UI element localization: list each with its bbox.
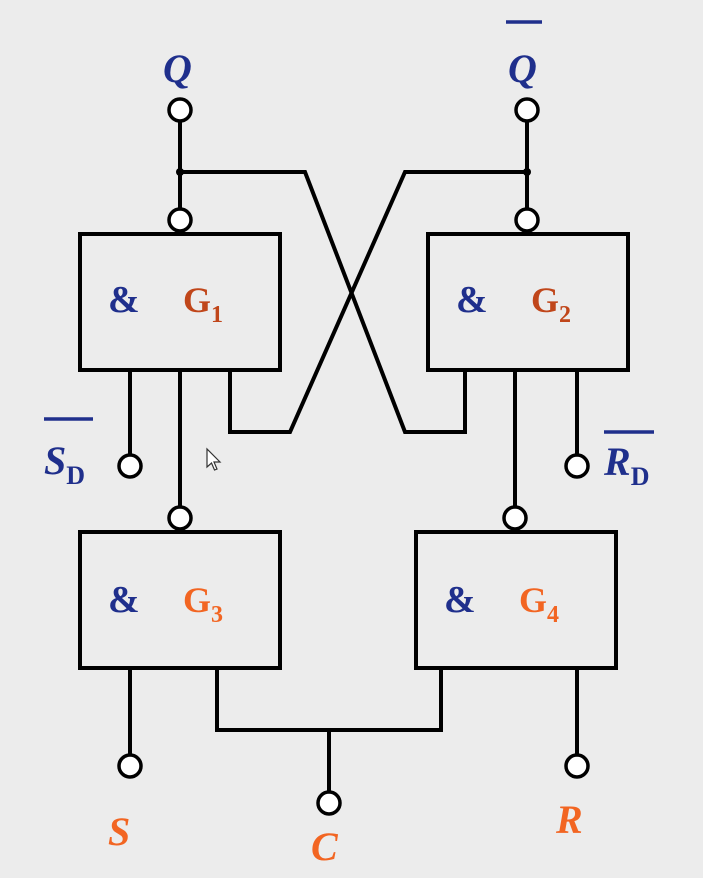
- gate-g1: & G1: [78, 232, 282, 372]
- label-c: C: [311, 824, 339, 869]
- mouse-cursor-icon: [206, 447, 222, 471]
- label-qbar: Q: [508, 46, 537, 91]
- gate-g2: & G2: [426, 232, 630, 372]
- gate-g3-label: G3: [183, 580, 223, 628]
- gate-g1-symbol: &: [108, 279, 140, 321]
- gate-g4: & G4: [414, 530, 618, 670]
- gate-g3-symbol: &: [108, 579, 140, 621]
- terminal-rd: [564, 453, 590, 479]
- wire-clock-bus: [215, 668, 443, 732]
- label-q: Q: [163, 46, 192, 91]
- gate-g2-symbol: &: [456, 279, 488, 321]
- terminal-qbar: [514, 97, 540, 123]
- junction-q: [176, 168, 184, 176]
- terminal-q: [167, 97, 193, 123]
- g3-output-bubble: [167, 505, 193, 531]
- terminal-s: [117, 753, 143, 779]
- label-sd: SD: [44, 438, 85, 490]
- junction-qbar: [523, 168, 531, 176]
- label-s: S: [108, 809, 130, 854]
- terminal-c: [316, 790, 342, 816]
- g2-output-bubble: [514, 207, 540, 233]
- wire-cross-qbar-to-g1: [228, 170, 529, 434]
- g1-output-bubble: [167, 207, 193, 233]
- wires: [128, 120, 579, 792]
- gate-g3: & G3: [78, 530, 282, 670]
- wire-cross-q-to-g2: [178, 170, 467, 434]
- terminal-r: [564, 753, 590, 779]
- gate-g4-symbol: &: [444, 579, 476, 621]
- gate-g1-label: G1: [183, 280, 223, 328]
- g4-output-bubble: [502, 505, 528, 531]
- label-r: R: [555, 797, 583, 842]
- gate-g2-label: G2: [531, 280, 571, 328]
- gate-g4-label: G4: [519, 580, 559, 628]
- label-rd: RD: [603, 439, 649, 491]
- terminal-sd: [117, 453, 143, 479]
